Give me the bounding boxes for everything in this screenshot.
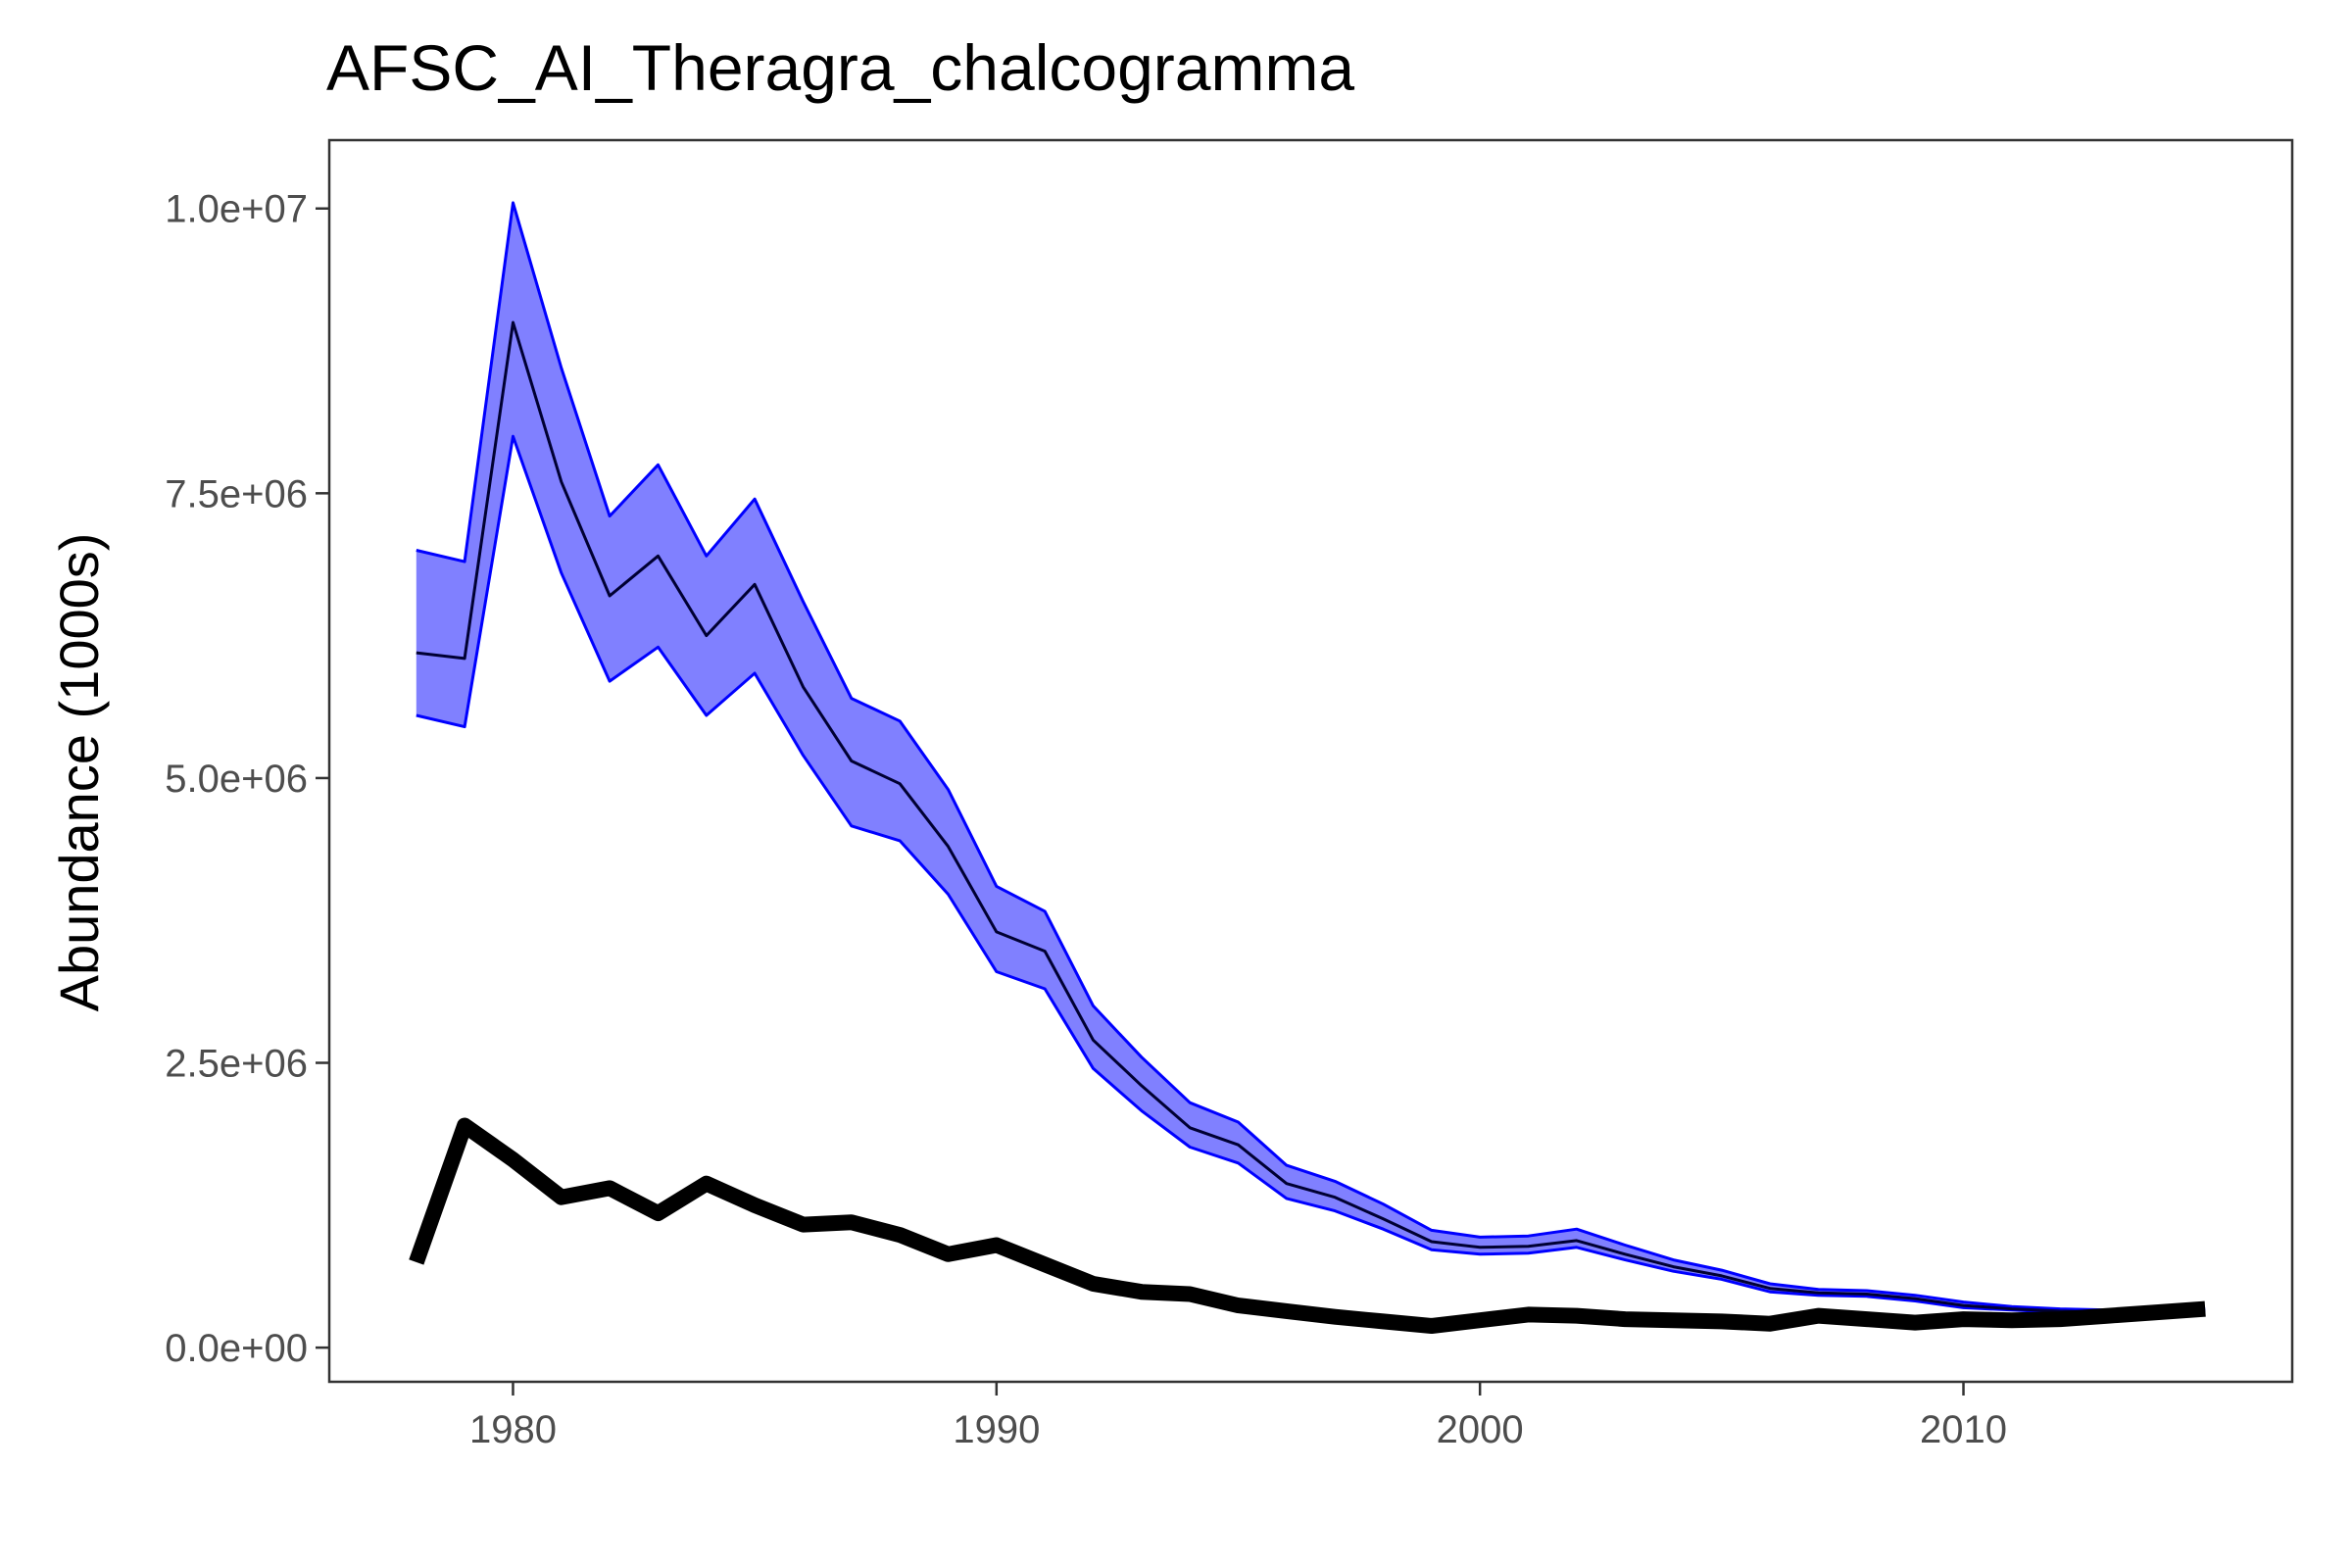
chart-title: AFSC_AI_Theragra_chalcogramma bbox=[326, 31, 1354, 104]
x-axis: 1980 1990 2000 2010 bbox=[469, 1382, 2007, 1451]
y-axis: 0.0e+00 2.5e+06 5.0e+06 7.5e+06 1.0e+07 bbox=[165, 188, 329, 1370]
estimate-upper-line bbox=[416, 201, 2206, 1312]
y-tick-label: 0.0e+00 bbox=[165, 1327, 308, 1370]
y-tick-label: 5.0e+06 bbox=[165, 758, 308, 801]
x-tick-label: 1990 bbox=[953, 1408, 1040, 1451]
estimate-line bbox=[416, 320, 2206, 1314]
observed-line bbox=[409, 1117, 2206, 1334]
y-tick-label: 2.5e+06 bbox=[165, 1043, 308, 1086]
y-tick-label: 1.0e+07 bbox=[165, 188, 308, 231]
x-tick-label: 2000 bbox=[1437, 1408, 1524, 1451]
estimate-lower-line bbox=[416, 434, 2206, 1315]
x-tick-label: 1980 bbox=[469, 1408, 557, 1451]
y-axis-label: Abundance (1000s) bbox=[48, 533, 110, 1012]
plot-area bbox=[327, 138, 2294, 1384]
y-tick-label: 7.5e+06 bbox=[165, 472, 308, 515]
x-tick-label: 2010 bbox=[1920, 1408, 2007, 1451]
plot-border bbox=[327, 138, 2294, 1384]
estimate-confidence-band bbox=[416, 202, 2206, 1314]
